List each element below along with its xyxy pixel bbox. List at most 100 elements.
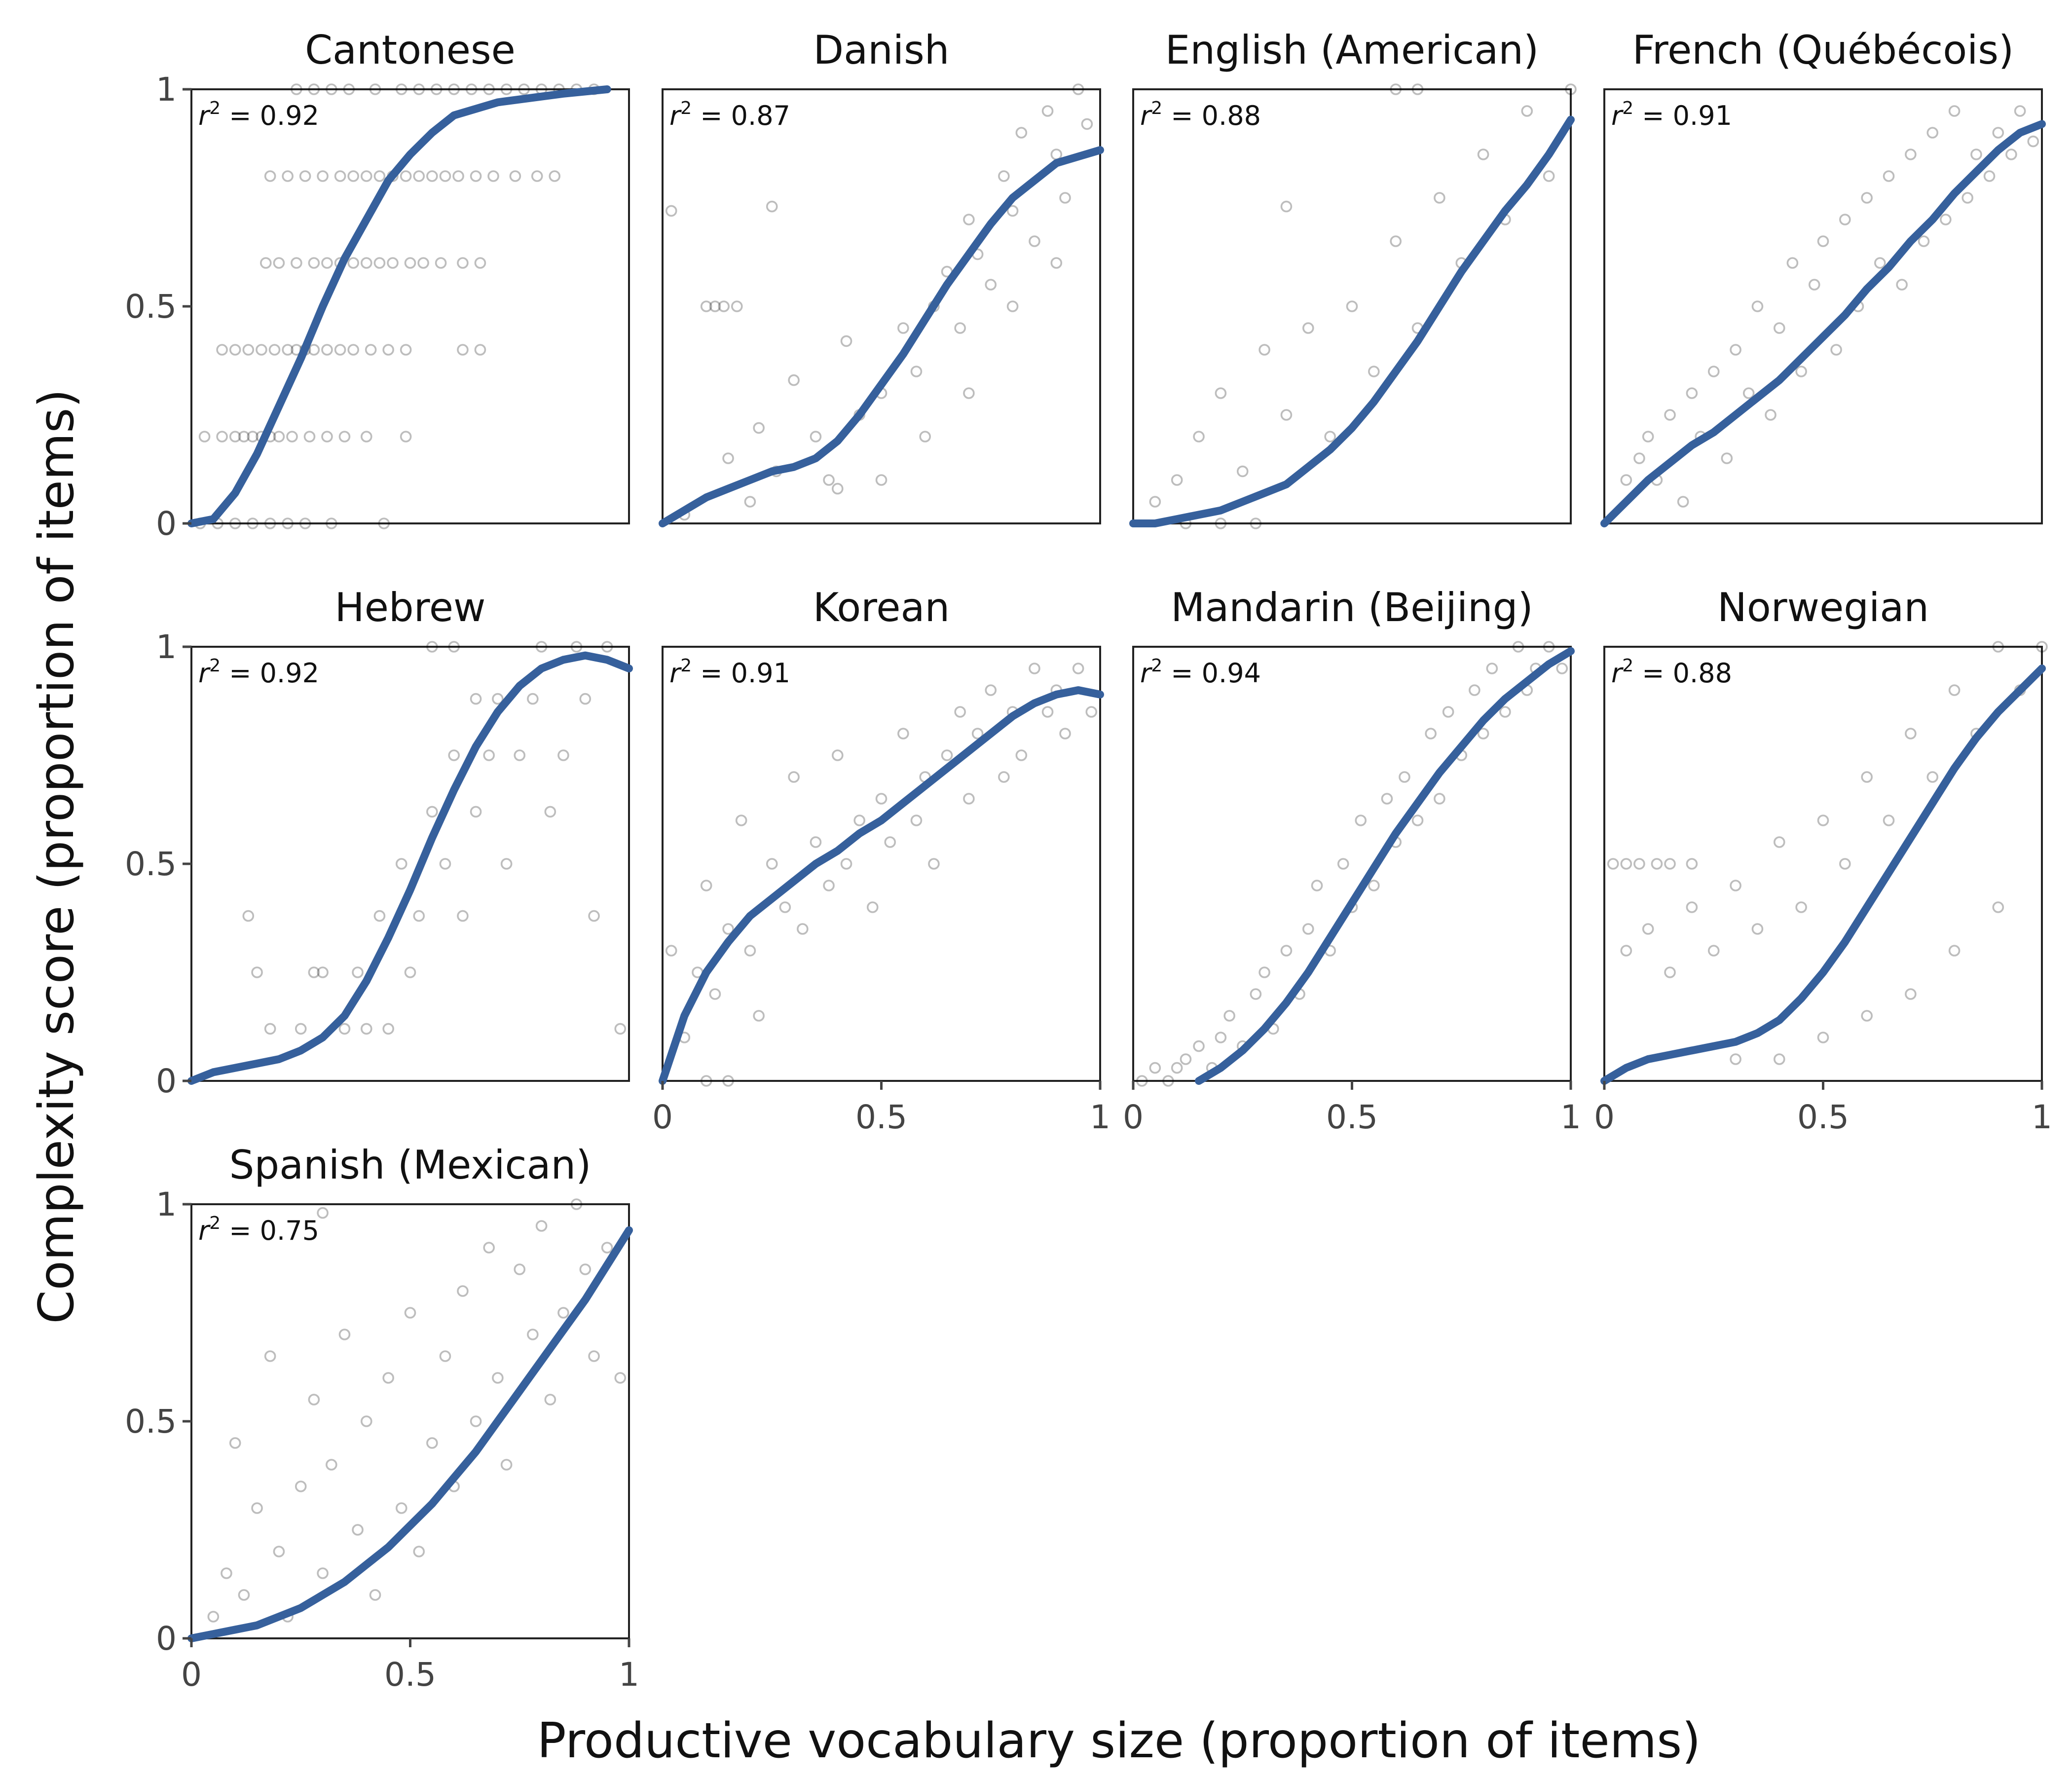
data-point <box>347 344 359 356</box>
scatter-points <box>665 663 1098 1087</box>
data-point <box>735 814 747 826</box>
r2-annotation: r2 = 0.92 <box>198 98 319 131</box>
data-point <box>998 771 1010 783</box>
y-tick-label: 1 <box>156 71 177 109</box>
x-axis-title: Productive vocabulary size (proportion o… <box>537 1713 1701 1769</box>
r2-annotation: r2 = 0.91 <box>669 656 790 689</box>
data-point <box>1686 387 1698 399</box>
panel-title: French (Québécois) <box>1632 27 2014 73</box>
data-point <box>321 431 333 443</box>
r2-value: = 0.87 <box>692 100 790 131</box>
panel-title: Danish <box>814 27 950 73</box>
r2-annotation: r2 = 0.88 <box>1611 656 1732 689</box>
scatter-points <box>1149 83 1577 529</box>
data-point <box>360 170 372 182</box>
data-point <box>1751 923 1764 935</box>
panel-title: English (American) <box>1165 27 1539 73</box>
data-point <box>426 806 438 818</box>
r2-exponent: 2 <box>1151 656 1162 676</box>
data-point <box>884 836 896 848</box>
data-point <box>373 910 386 922</box>
data-point <box>347 257 359 269</box>
data-point <box>452 170 464 182</box>
data-point <box>247 518 259 529</box>
data-point <box>1730 1053 1741 1065</box>
data-point <box>823 880 835 891</box>
data-point <box>1149 1062 1161 1074</box>
data-point <box>963 793 975 805</box>
data-point <box>1664 409 1676 421</box>
data-point <box>470 693 482 705</box>
data-point <box>1425 728 1437 740</box>
data-point <box>1302 923 1314 935</box>
data-point <box>291 257 302 269</box>
data-point <box>435 257 447 269</box>
data-point <box>1085 706 1098 718</box>
data-point <box>308 83 320 95</box>
data-point <box>1434 793 1445 805</box>
data-point <box>273 257 285 269</box>
scatter-points <box>1620 105 2039 508</box>
r2-symbol: r <box>1611 658 1624 689</box>
data-point <box>744 945 756 957</box>
data-point <box>718 300 730 312</box>
panel-title: Norwegian <box>1717 585 1929 630</box>
data-point <box>709 988 721 1000</box>
data-point <box>1992 901 2004 913</box>
data-point <box>457 1285 469 1297</box>
x-tick-label: 0.5 <box>855 1098 907 1136</box>
data-point <box>1730 880 1741 891</box>
data-point <box>1642 923 1654 935</box>
data-point <box>338 1023 351 1035</box>
data-point <box>395 858 407 870</box>
data-point <box>400 431 412 443</box>
data-point <box>1162 1075 1174 1087</box>
data-point <box>1730 344 1741 356</box>
data-point <box>216 344 228 356</box>
data-point <box>1477 148 1489 160</box>
data-point <box>535 1220 548 1232</box>
data-point <box>700 1075 712 1087</box>
data-point <box>1861 1010 1873 1022</box>
data-point <box>1050 148 1063 160</box>
data-point <box>1926 127 1939 139</box>
data-point <box>369 83 381 95</box>
x-tick-label: 1 <box>619 1656 639 1694</box>
data-point <box>413 910 425 922</box>
panel-frame <box>190 646 630 1082</box>
data-point <box>1193 1040 1205 1052</box>
data-point <box>840 858 852 870</box>
data-point <box>779 901 791 913</box>
data-point <box>832 749 844 761</box>
y-tick-label: 0.5 <box>125 288 177 326</box>
data-point <box>1543 641 1555 653</box>
data-point <box>382 1372 394 1384</box>
data-point <box>910 366 923 377</box>
data-point <box>866 901 879 913</box>
x-tick-label: 0 <box>1594 1098 1615 1136</box>
data-point <box>247 431 259 443</box>
data-point <box>1839 858 1851 870</box>
data-point <box>941 749 953 761</box>
data-point <box>238 1589 250 1601</box>
data-point <box>216 431 228 443</box>
data-point <box>2027 135 2039 148</box>
data-point <box>1948 684 1961 696</box>
data-point <box>700 880 712 891</box>
data-point <box>286 431 298 443</box>
scatter-points <box>1136 641 1568 1087</box>
data-point <box>198 431 211 443</box>
data-point <box>1874 257 1886 269</box>
data-point <box>1015 127 1028 139</box>
data-point <box>326 518 337 529</box>
data-point <box>1029 235 1040 247</box>
data-point <box>875 793 888 805</box>
data-point <box>387 257 399 269</box>
data-point <box>1905 988 1917 1000</box>
data-point <box>1786 257 1799 269</box>
data-point <box>1280 200 1293 213</box>
data-point <box>1896 279 1908 291</box>
r2-annotation: r2 = 0.92 <box>198 656 319 689</box>
data-point <box>413 1546 425 1557</box>
data-point <box>404 257 416 269</box>
